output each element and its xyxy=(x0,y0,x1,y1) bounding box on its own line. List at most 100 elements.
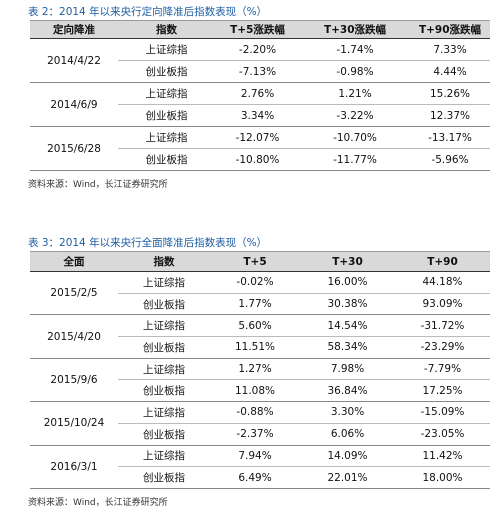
cell: -12.07% xyxy=(215,126,300,149)
row: 创业板指 3.34% -3.22% 12.37% xyxy=(30,104,490,127)
row: 2015/9/6 上证综指 1.27% 7.98% -7.79% xyxy=(30,358,490,403)
cell: 3.30% xyxy=(300,401,395,424)
cell: -3.22% xyxy=(300,104,410,127)
table: 全面 指数 T+5 T+30 T+90 2015/2/5 上证综指 -0.02% 16.00% 4… xyxy=(30,251,490,489)
header-row: 全面 指数 T+5 T+30 T+90 xyxy=(30,251,490,272)
header-row: 定向降准 指数 T+5涨跌幅 T+30涨跌幅 T+90涨跌幅 xyxy=(30,20,490,39)
date-cell: 2015/4/20 xyxy=(30,314,118,359)
cell: 1.77% xyxy=(210,293,300,316)
cell: -13.17% xyxy=(410,126,490,149)
cell: 2.76% xyxy=(215,82,300,105)
row: 2015/2/5 上证综指 -0.02% 16.00% 44.18% xyxy=(30,271,490,316)
cell: -23.29% xyxy=(395,336,490,359)
cell: 44.18% xyxy=(395,271,490,294)
cell: 14.09% xyxy=(300,445,395,468)
cell: -31.72% xyxy=(395,314,490,338)
cell: 58.34% xyxy=(300,336,395,359)
date-cell: 2015/10/24 xyxy=(30,401,118,446)
header-cell: T+5涨跌幅 xyxy=(215,20,300,39)
cell: -0.02% xyxy=(210,271,300,294)
cell: 上证综指 xyxy=(118,358,210,381)
cell: 创业板指 xyxy=(118,336,210,359)
cell: 22.01% xyxy=(300,466,395,489)
cell: 上证综指 xyxy=(118,401,210,424)
cell: 5.60% xyxy=(210,314,300,338)
cell: 14.54% xyxy=(300,314,395,338)
cell: 11.42% xyxy=(395,445,490,468)
cell: 7.33% xyxy=(410,38,490,61)
source-note: 资料来源：Wind，长江证券研究所 xyxy=(28,497,168,508)
cell: 7.98% xyxy=(300,358,395,381)
date-cell: 2015/6/28 xyxy=(30,126,118,171)
cell: 16.00% xyxy=(300,271,395,294)
cell: 创业板指 xyxy=(118,60,215,83)
cell: -5.96% xyxy=(410,148,490,171)
table-block: 表 2：2014 年以来央行定向降准后指数表现（%） 定向降准 指数 T+5涨跌幅 T+… xyxy=(28,4,490,190)
cell: 11.51% xyxy=(210,336,300,359)
cell: -2.20% xyxy=(215,38,300,61)
cell: 1.21% xyxy=(300,82,410,105)
cell: -7.79% xyxy=(395,358,490,381)
cell: 6.06% xyxy=(300,423,395,446)
cell: 93.09% xyxy=(395,293,490,316)
date-cell: 2014/6/9 xyxy=(30,82,118,127)
cell: 创业板指 xyxy=(118,466,210,489)
header-cell: 指数 xyxy=(118,251,210,272)
cell: 18.00% xyxy=(395,466,490,489)
cell: 上证综指 xyxy=(118,82,215,105)
cell: -11.77% xyxy=(300,148,410,171)
cell: 17.25% xyxy=(395,379,490,403)
row: 创业板指 11.08% 36.84% 17.25% xyxy=(30,379,490,403)
cell: 创业板指 xyxy=(118,379,210,403)
cell: -23.05% xyxy=(395,423,490,446)
header-cell: T+90 xyxy=(395,251,490,272)
cell: -0.98% xyxy=(300,60,410,83)
cell: 3.34% xyxy=(215,104,300,127)
header-cell: T+90涨跌幅 xyxy=(410,20,490,39)
cell: 7.94% xyxy=(210,445,300,468)
table-title: 表 3：2014 年以来央行全面降准后指数表现（%） xyxy=(28,237,268,249)
cell: -0.88% xyxy=(210,401,300,424)
cell: 30.38% xyxy=(300,293,395,316)
row: 创业板指 1.77% 30.38% 93.09% xyxy=(30,293,490,316)
row: 2016/3/1 上证综指 7.94% 14.09% 11.42% xyxy=(30,445,490,489)
row: 2014/6/9 上证综指 2.76% 1.21% 15.26% xyxy=(30,82,490,127)
row: 创业板指 -10.80% -11.77% -5.96% xyxy=(30,148,490,171)
row: 2015/6/28 上证综指 -12.07% -10.70% -13.17% xyxy=(30,126,490,171)
row: 2015/4/20 上证综指 5.60% 14.54% -31.72% xyxy=(30,314,490,359)
header-cell: 定向降准 xyxy=(30,20,118,39)
cell: 11.08% xyxy=(210,379,300,403)
cell: -15.09% xyxy=(395,401,490,424)
cell: 上证综指 xyxy=(118,445,210,468)
cell: -10.70% xyxy=(300,126,410,149)
row: 创业板指 6.49% 22.01% 18.00% xyxy=(30,466,490,489)
cell: -2.37% xyxy=(210,423,300,446)
table-block: 表 3：2014 年以来央行全面降准后指数表现（%） 全面 指数 T+5 T+30 T+9… xyxy=(28,235,490,508)
row: 创业板指 -7.13% -0.98% 4.44% xyxy=(30,60,490,83)
cell: 上证综指 xyxy=(118,38,215,61)
date-cell: 2015/9/6 xyxy=(30,358,118,403)
cell: 上证综指 xyxy=(118,314,210,338)
cell: -7.13% xyxy=(215,60,300,83)
table-title: 表 2：2014 年以来央行定向降准后指数表现（%） xyxy=(28,6,268,18)
cell: 创业板指 xyxy=(118,293,210,316)
cell: 创业板指 xyxy=(118,104,215,127)
cell: 创业板指 xyxy=(118,423,210,446)
cell: -10.80% xyxy=(215,148,300,171)
cell: 12.37% xyxy=(410,104,490,127)
cell: 1.27% xyxy=(210,358,300,381)
cell: 36.84% xyxy=(300,379,395,403)
row: 创业板指 -2.37% 6.06% -23.05% xyxy=(30,423,490,446)
date-cell: 2014/4/22 xyxy=(30,38,118,83)
cell: 创业板指 xyxy=(118,148,215,171)
row: 2015/10/24 上证综指 -0.88% 3.30% -15.09% xyxy=(30,401,490,446)
cell: 上证综指 xyxy=(118,271,210,294)
date-cell: 2016/3/1 xyxy=(30,445,118,489)
cell: 15.26% xyxy=(410,82,490,105)
cell: 4.44% xyxy=(410,60,490,83)
header-cell: T+5 xyxy=(210,251,300,272)
table: 定向降准 指数 T+5涨跌幅 T+30涨跌幅 T+90涨跌幅 2014/4/22 上证综指 -… xyxy=(30,20,490,171)
header-cell: 指数 xyxy=(118,20,215,39)
source-note: 资料来源：Wind，长江证券研究所 xyxy=(28,180,168,190)
